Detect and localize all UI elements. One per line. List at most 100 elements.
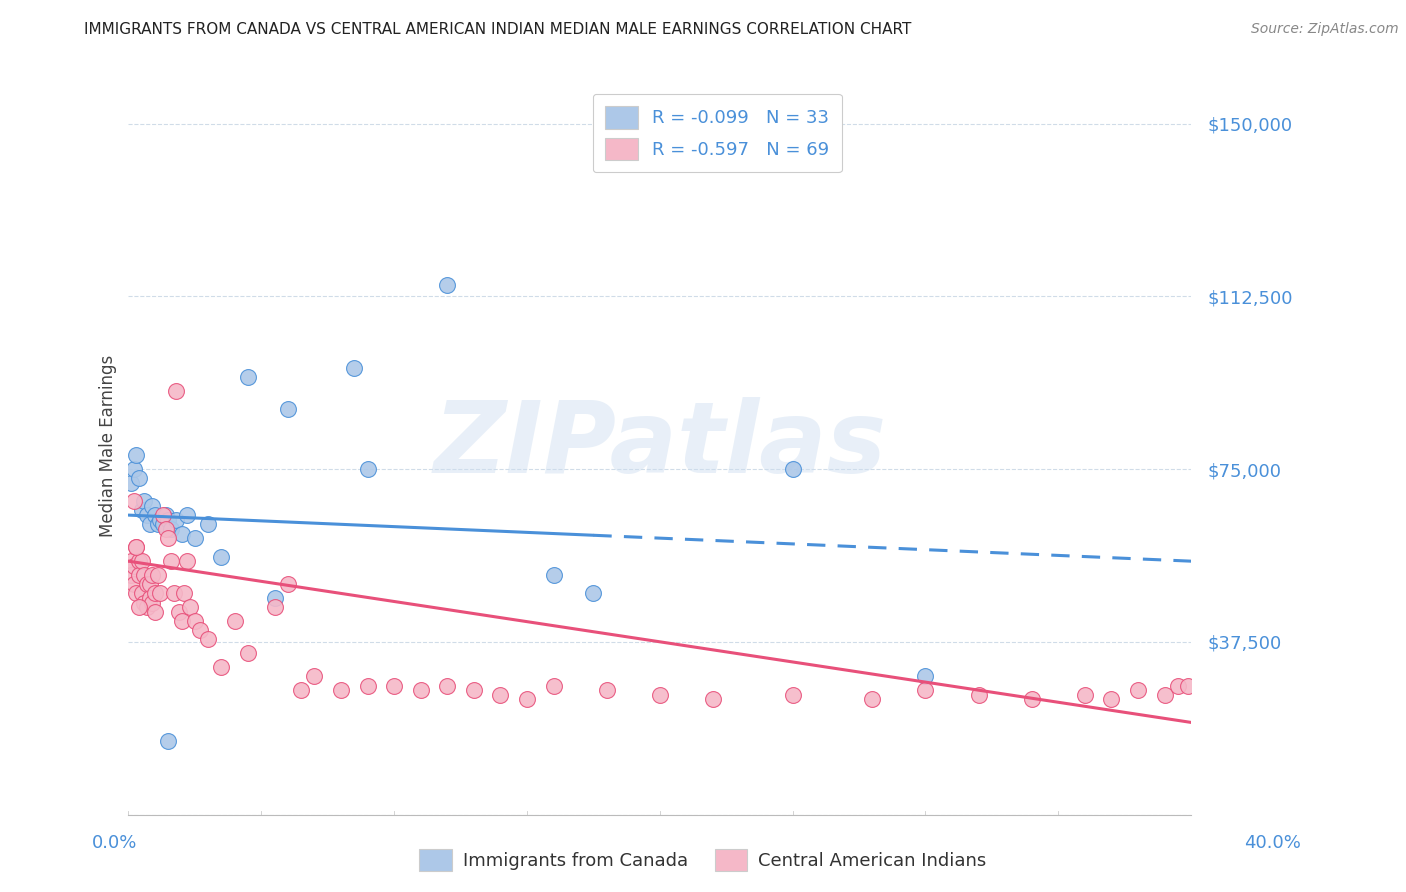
Point [128, 568, 150, 582]
Point [197, 517, 219, 532]
Point [463, 683, 485, 698]
Point [236, 646, 259, 660]
Point [134, 596, 156, 610]
Point [436, 277, 458, 292]
Point [543, 679, 565, 693]
Point [860, 692, 883, 706]
Point [138, 577, 160, 591]
Point [125, 541, 148, 555]
Text: Source: ZipAtlas.com: Source: ZipAtlas.com [1251, 22, 1399, 37]
Point [131, 586, 153, 600]
Point [263, 600, 285, 615]
Point [184, 531, 207, 545]
Legend: R = -0.099   N = 33, R = -0.597   N = 69: R = -0.099 N = 33, R = -0.597 N = 69 [593, 94, 842, 172]
Text: 40.0%: 40.0% [1244, 834, 1301, 852]
Point [128, 600, 150, 615]
Text: ZIPatlas: ZIPatlas [433, 398, 886, 494]
Point [160, 522, 183, 536]
Point [120, 554, 142, 568]
Point [157, 531, 180, 545]
Point [170, 614, 193, 628]
Point [343, 360, 366, 375]
Point [120, 475, 142, 490]
Point [211, 660, 233, 674]
Point [141, 568, 163, 582]
Point [128, 471, 150, 485]
Point [330, 683, 353, 698]
Point [436, 679, 458, 693]
Text: 0.0%: 0.0% [91, 834, 136, 852]
Point [179, 600, 201, 615]
Point [236, 370, 259, 384]
Point [149, 586, 172, 600]
Point [914, 669, 936, 683]
Point [582, 586, 605, 600]
Point [131, 554, 153, 568]
Point [595, 683, 617, 698]
Point [173, 586, 195, 600]
Point [1153, 688, 1175, 702]
Point [782, 688, 804, 702]
Point [1177, 679, 1199, 693]
Point [356, 462, 378, 476]
Point [1167, 679, 1189, 693]
Point [782, 462, 804, 476]
Point [211, 549, 233, 564]
Point [543, 568, 565, 582]
Point [136, 577, 159, 591]
Point [277, 577, 299, 591]
Point [165, 513, 187, 527]
Point [122, 577, 145, 591]
Point [134, 568, 156, 582]
Point [125, 586, 148, 600]
Point [122, 462, 145, 476]
Point [263, 591, 285, 605]
Point [197, 632, 219, 647]
Point [516, 692, 538, 706]
Point [165, 384, 187, 398]
Point [184, 614, 207, 628]
Point [188, 624, 211, 638]
Point [1126, 683, 1149, 698]
Point [914, 683, 936, 698]
Point [122, 558, 145, 573]
Point [155, 508, 177, 522]
Point [489, 688, 512, 702]
Point [141, 596, 163, 610]
Point [176, 554, 198, 568]
Point [125, 541, 148, 555]
Point [138, 517, 160, 532]
Point [136, 600, 159, 615]
Point [143, 605, 166, 619]
Point [157, 513, 180, 527]
Point [167, 605, 190, 619]
Point [155, 522, 177, 536]
Point [1021, 692, 1043, 706]
Point [160, 554, 183, 568]
Point [146, 517, 169, 532]
Point [134, 494, 156, 508]
Text: IMMIGRANTS FROM CANADA VS CENTRAL AMERICAN INDIAN MEDIAN MALE EARNINGS CORRELATI: IMMIGRANTS FROM CANADA VS CENTRAL AMERIC… [84, 22, 911, 37]
Point [382, 679, 405, 693]
Point [143, 586, 166, 600]
Point [702, 692, 724, 706]
Point [128, 554, 150, 568]
Point [967, 688, 990, 702]
Point [146, 568, 169, 582]
Point [170, 526, 193, 541]
Point [162, 586, 184, 600]
Point [131, 503, 153, 517]
Point [1099, 692, 1122, 706]
Point [125, 448, 148, 462]
Y-axis label: Median Male Earnings: Median Male Earnings [100, 355, 117, 537]
Legend: Immigrants from Canada, Central American Indians: Immigrants from Canada, Central American… [412, 842, 994, 879]
Point [141, 499, 163, 513]
Point [304, 669, 326, 683]
Point [290, 683, 312, 698]
Point [149, 513, 172, 527]
Point [138, 591, 160, 605]
Point [356, 679, 378, 693]
Point [277, 402, 299, 417]
Point [136, 508, 159, 522]
Point [176, 508, 198, 522]
